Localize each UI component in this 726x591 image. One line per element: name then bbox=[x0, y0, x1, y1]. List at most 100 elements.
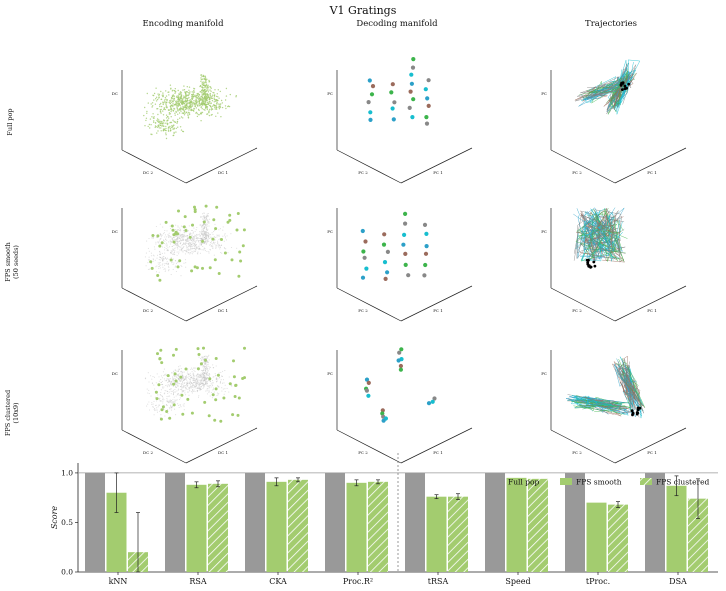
trajectory-row-1-label-x: PC 2 bbox=[572, 170, 582, 175]
encoding-row-1-axis-far bbox=[185, 147, 258, 184]
encoding-row-3-label-x: DC 2 bbox=[143, 450, 154, 455]
bar-Proc.R²-0 bbox=[325, 472, 345, 572]
decoding-row-1-label-y: PC 1 bbox=[433, 170, 443, 175]
decoding-row-3-axis-right bbox=[336, 429, 402, 464]
trajectory-row-2-label-y: PC 1 bbox=[647, 308, 657, 313]
trajectory-fixed-points-row-1 bbox=[619, 81, 631, 91]
x-tick-label-4: tRSA bbox=[428, 577, 449, 586]
encoding-row-3-label-z: DC bbox=[112, 371, 118, 376]
x-tick-label-1: RSA bbox=[189, 577, 207, 586]
bar-Speed-2 bbox=[528, 478, 548, 572]
bar-tProc.-2 bbox=[608, 504, 628, 572]
trajectory-row-3-label-y: PC 1 bbox=[647, 450, 657, 455]
bar-tProc.-0 bbox=[565, 472, 585, 572]
bar-Proc.R²-1 bbox=[346, 482, 367, 572]
decoding-row-2-label-z: PC bbox=[327, 229, 333, 234]
bar-RSA-1 bbox=[186, 484, 207, 572]
row-label-full-pop: Full pop bbox=[6, 108, 14, 135]
trajectory-lines-row-3 bbox=[565, 355, 646, 419]
bar-tRSA-2 bbox=[448, 496, 468, 572]
score-bar-chart: 0.0 0.5 1.0 Score kNN RSA CKA Proc.R² tRSA Speed t… bbox=[50, 453, 718, 586]
encoding-panel-row-3: DC DC 2 DC 1 bbox=[112, 346, 258, 464]
decoding-row-3-label-x: PC 2 bbox=[358, 450, 368, 455]
y-tick-label-1: 0.5 bbox=[61, 518, 73, 527]
trajectory-row-3-label-z: PC bbox=[541, 371, 547, 376]
legend-swatch-2 bbox=[640, 478, 652, 485]
legend-label-0: Full pop bbox=[508, 478, 540, 487]
bar-DSA-1 bbox=[666, 485, 687, 572]
decoding-row-1-label-z: PC bbox=[327, 91, 333, 96]
encoding-row-2-label-x: DC 2 bbox=[143, 308, 154, 313]
x-tick-label-0: kNN bbox=[109, 577, 128, 586]
decoding-row-3-axis-far bbox=[400, 427, 473, 464]
trajectory-row-1-axis-far bbox=[614, 147, 687, 184]
decoding-panel-row-3: PC PC 2 PC 1 bbox=[327, 347, 473, 464]
row-label-fps-clustered-text: FPS clustered bbox=[4, 390, 12, 436]
bar-RSA-2 bbox=[208, 483, 228, 572]
col-title-decoding: Decoding manifold bbox=[356, 19, 438, 29]
trajectory-lines-row-2 bbox=[573, 207, 628, 263]
bar-CKA-0 bbox=[245, 472, 265, 572]
bar-RSA-0 bbox=[165, 472, 185, 572]
encoding-row-2-label-y: DC 1 bbox=[218, 308, 228, 313]
encoding-row-1-label-y: DC 1 bbox=[218, 170, 228, 175]
trajectory-panel-row-3: PC PC 2 PC 1 bbox=[541, 350, 687, 464]
decoding-row-1-axis-far bbox=[400, 147, 473, 184]
legend-label-1: FPS smooth bbox=[576, 478, 622, 487]
bar-Proc.R²-2 bbox=[368, 481, 388, 572]
decoding-row-1-axis-right bbox=[336, 149, 402, 184]
row-label-fps-clustered: FPS clustered (10x9) bbox=[4, 390, 20, 436]
row-label-fps-smooth-text: FPS smooth bbox=[4, 242, 12, 282]
trajectory-panel-row-2: PC PC 2 PC 1 bbox=[541, 207, 687, 322]
x-tick-label-5: Speed bbox=[505, 577, 530, 586]
bar-Speed-1 bbox=[506, 477, 527, 572]
trajectory-panel-row-1: PC PC 2 PC 1 bbox=[541, 59, 687, 184]
y-tick-label-2: 1.0 bbox=[61, 468, 73, 477]
encoding-row-2-label-z: DC bbox=[112, 229, 118, 234]
decoding-row-2-label-y: PC 1 bbox=[433, 308, 443, 313]
encoding-row-3-axis-right bbox=[121, 429, 187, 464]
trajectory-row-2-axis-right bbox=[550, 287, 616, 322]
manifold-panels: DC DC 2 DC 1 DC DC 2 DC 1 DC DC 2 DC 1 PC PC 2 PC 1… bbox=[112, 57, 687, 464]
decoding-row-1-label-x: PC 2 bbox=[358, 170, 368, 175]
decoding-row-3-label-y: PC 1 bbox=[433, 450, 443, 455]
encoding-row-3-axis-far bbox=[185, 427, 258, 464]
encoding-row-1-label-x: DC 2 bbox=[143, 170, 154, 175]
bar-DSA-0 bbox=[645, 472, 665, 572]
y-tick-label-0: 0.0 bbox=[61, 568, 73, 577]
decoding-panel-row-1: PC PC 2 PC 1 bbox=[327, 57, 473, 184]
trajectory-fixed-points-row-2 bbox=[585, 258, 597, 269]
col-title-trajectories: Trajectories bbox=[585, 19, 637, 29]
trajectory-row-3-axis-right bbox=[550, 429, 616, 464]
bar-tRSA-0 bbox=[405, 472, 425, 572]
x-tick-label-2: CKA bbox=[269, 577, 287, 586]
y-axis-label: Score bbox=[50, 506, 59, 530]
bar-tProc.-1 bbox=[586, 502, 607, 572]
encoding-points-row-1 bbox=[143, 74, 237, 140]
bar-kNN-1 bbox=[106, 492, 127, 572]
encoding-row-2-axis-right bbox=[121, 287, 187, 322]
encoding-points-row-2 bbox=[144, 204, 246, 282]
x-tick-label-7: DSA bbox=[669, 577, 687, 586]
trajectory-row-3-axis-far bbox=[614, 427, 687, 464]
trajectory-lines-row-1 bbox=[574, 59, 641, 115]
legend-label-2: FPS clustered bbox=[656, 478, 710, 487]
trajectory-fixed-points-row-3 bbox=[630, 406, 642, 417]
encoding-panel-row-2: DC DC 2 DC 1 bbox=[112, 204, 258, 322]
bar-CKA-1 bbox=[266, 481, 287, 572]
row-label-fps-smooth: FPS smooth (50 seeds) bbox=[4, 242, 20, 282]
col-title-encoding: Encoding manifold bbox=[142, 19, 224, 29]
bar-Speed-0 bbox=[485, 472, 505, 572]
encoding-row-1-axis-right bbox=[121, 149, 187, 184]
trajectory-row-1-axis-right bbox=[550, 149, 616, 184]
legend-swatch-0 bbox=[492, 478, 504, 485]
decoding-points-row-2 bbox=[360, 211, 429, 281]
trajectory-row-1-label-y: PC 1 bbox=[647, 170, 657, 175]
decoding-row-2-label-x: PC 2 bbox=[358, 308, 368, 313]
encoding-points-row-3 bbox=[144, 346, 246, 423]
decoding-panel-row-2: PC PC 2 PC 1 bbox=[327, 208, 473, 322]
bar-CKA-2 bbox=[288, 479, 308, 572]
row-label-fps-clustered-sub: (10x9) bbox=[12, 402, 20, 424]
encoding-row-3-label-y: DC 1 bbox=[218, 450, 228, 455]
